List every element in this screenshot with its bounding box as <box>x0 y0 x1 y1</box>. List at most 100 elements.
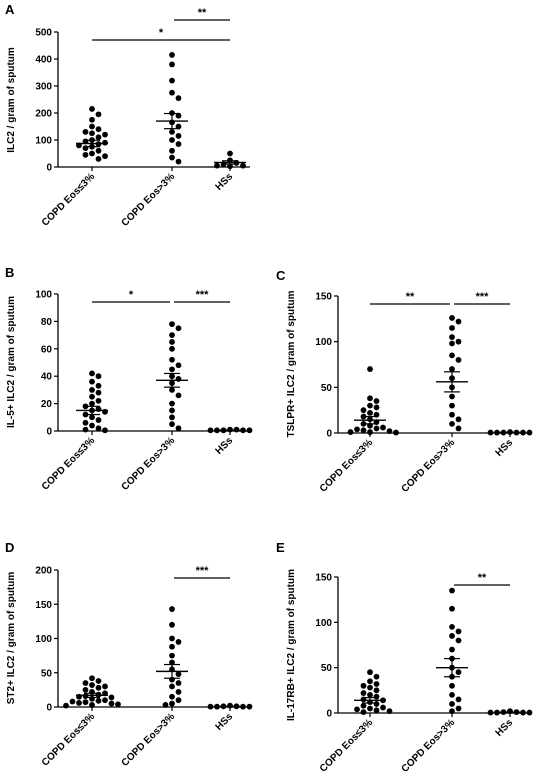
data-point <box>169 407 175 414</box>
data-point <box>240 162 246 169</box>
data-point <box>360 702 367 709</box>
panel-c: C 0 50 100 150 TSLPR+ ILC2 / gram of sputum CO… <box>276 268 533 495</box>
y-axis-title: TSLPR+ ILC2 / gram of sputum <box>286 290 297 437</box>
data-point <box>367 691 373 698</box>
group-3 <box>214 150 246 170</box>
y-tick-label: 0 <box>46 163 52 174</box>
data-point <box>169 414 175 421</box>
category-label: HSs <box>214 711 236 733</box>
data-point <box>102 153 108 160</box>
y-tick-label: 100 <box>35 136 52 147</box>
y-tick-label: 40 <box>41 372 53 383</box>
data-point <box>449 334 455 340</box>
data-point <box>95 425 102 432</box>
y-tick-label: 150 <box>315 292 332 303</box>
data-point <box>63 702 69 709</box>
panel-letter: E <box>276 540 285 555</box>
category-label: HSs <box>494 717 516 739</box>
significance-label: ** <box>406 291 415 303</box>
y-tick-label: 0 <box>326 429 332 440</box>
data-point <box>89 414 95 421</box>
data-point <box>246 703 253 710</box>
category-label: COPD Eos≤3% <box>318 437 375 494</box>
data-point <box>169 366 175 373</box>
data-point <box>487 709 494 716</box>
y-tick-label: 150 <box>315 573 332 584</box>
category-label: COPD Eos≤3% <box>40 711 97 768</box>
data-point <box>175 158 182 165</box>
data-point <box>175 697 182 704</box>
group-2 <box>156 321 188 432</box>
data-point <box>175 639 182 645</box>
data-point <box>175 325 182 332</box>
data-point <box>367 705 373 712</box>
y-tick-label: 100 <box>315 618 332 629</box>
category-label: COPD Eos≤3% <box>40 435 97 492</box>
significance-label: *** <box>196 565 210 577</box>
data-point <box>89 116 95 123</box>
data-point <box>449 420 455 427</box>
y-tick-label: 0 <box>46 427 52 438</box>
y-tick-label: 100 <box>315 337 332 348</box>
data-point <box>115 701 121 708</box>
category-label: HSs <box>494 437 516 459</box>
panel-letter: D <box>5 540 14 555</box>
data-point <box>169 321 175 328</box>
y-tick-label: 100 <box>35 290 52 301</box>
data-point <box>367 684 373 691</box>
data-point <box>82 699 89 706</box>
data-point <box>169 52 175 58</box>
data-point <box>89 393 95 400</box>
data-point <box>95 382 102 389</box>
data-point <box>89 400 95 407</box>
data-point <box>95 126 102 133</box>
data-point <box>169 89 175 96</box>
data-point <box>373 681 380 687</box>
data-point <box>360 690 367 696</box>
panel-a: A 0 100 200 300 400 500 ILC2 / gram of sputum CO… <box>5 2 250 229</box>
y-axis-title: IL-5+ ILC2 / gram of sputum <box>6 296 17 428</box>
data-point <box>367 366 373 372</box>
data-point <box>169 345 175 352</box>
group-2 <box>156 52 188 165</box>
data-point <box>169 356 175 363</box>
data-point <box>360 427 367 434</box>
panel-letter: C <box>276 268 286 283</box>
data-point <box>380 704 386 711</box>
data-point <box>169 154 175 161</box>
data-point <box>82 419 89 426</box>
data-point <box>207 427 214 434</box>
data-point <box>89 682 95 688</box>
data-point <box>373 701 380 707</box>
data-point <box>169 137 175 143</box>
data-point <box>169 421 175 428</box>
significance-label: *** <box>476 291 490 303</box>
data-point <box>455 637 462 644</box>
data-point <box>82 426 89 433</box>
data-point <box>95 697 102 704</box>
data-point <box>89 130 95 137</box>
data-point <box>373 425 380 432</box>
panel-b: B 0 20 40 60 80 100 IL-5+ ILC2 / gram of sputum… <box>5 265 253 493</box>
data-point <box>169 700 175 707</box>
data-point <box>367 410 373 416</box>
group-1 <box>76 106 108 162</box>
significance-label: * <box>129 289 134 301</box>
category-label: COPD Eos>3% <box>400 437 458 495</box>
data-point <box>373 673 380 680</box>
data-point <box>449 623 455 630</box>
data-point <box>373 404 380 411</box>
category-label: HSs <box>214 171 236 193</box>
data-point <box>169 77 175 84</box>
data-point <box>227 163 233 170</box>
data-point <box>455 318 462 325</box>
data-point <box>449 708 455 715</box>
data-point <box>102 427 108 434</box>
panel-letter: A <box>5 2 15 17</box>
data-point <box>449 352 455 359</box>
data-point <box>175 95 182 102</box>
data-point <box>449 315 455 321</box>
data-point <box>487 429 494 436</box>
data-point <box>354 706 360 713</box>
data-point <box>449 340 455 347</box>
